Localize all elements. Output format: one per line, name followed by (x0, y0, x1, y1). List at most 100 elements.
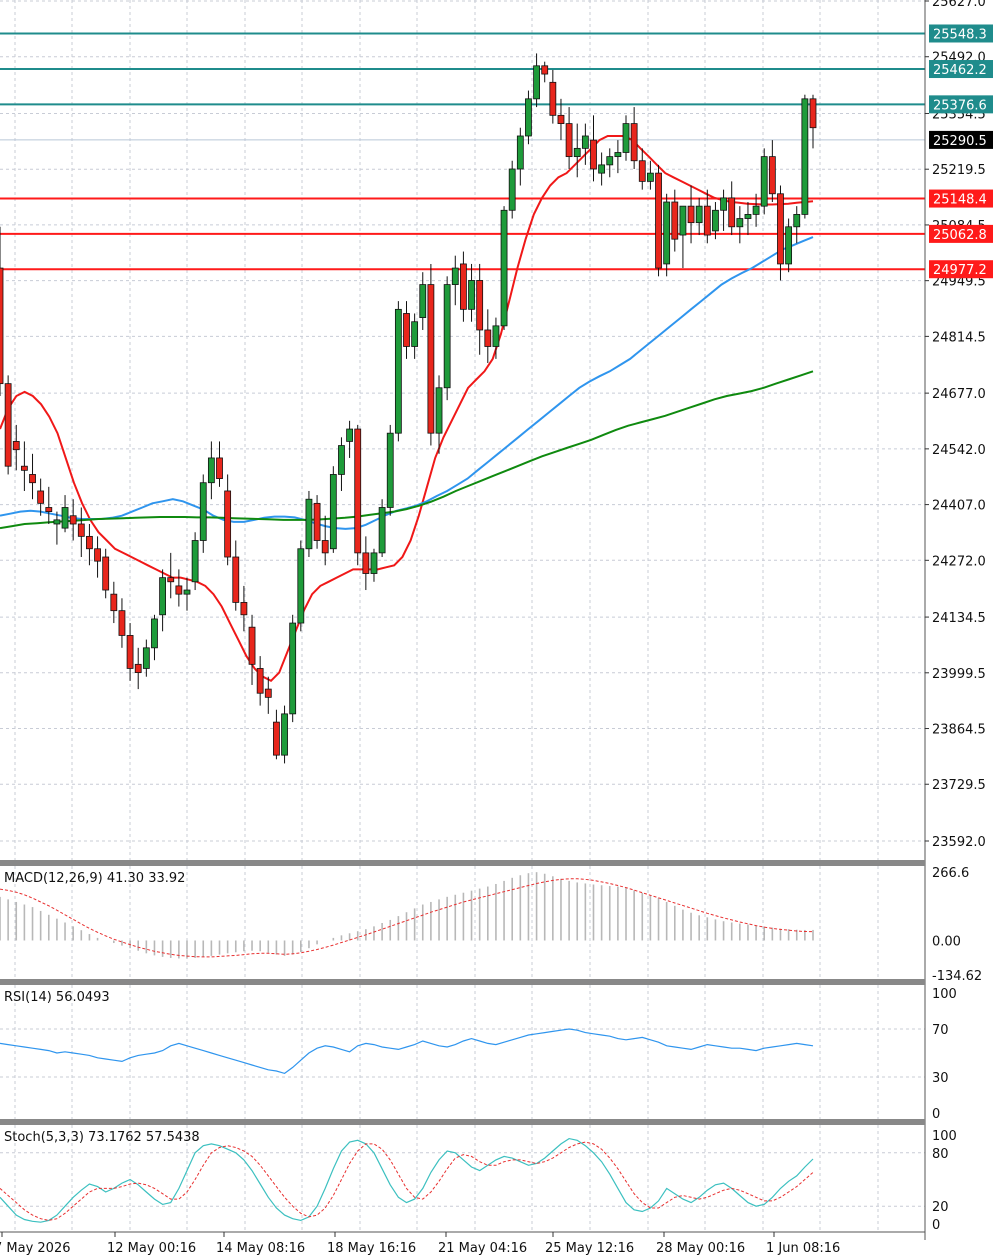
candle (29, 453, 36, 500)
candle (264, 676, 272, 714)
candle (4, 375, 12, 475)
price-axis: 25627.025492.025354.525219.525084.524949… (925, 0, 993, 1233)
candle-body-bear (590, 139, 597, 170)
candle (232, 540, 240, 611)
candle-body-bear (110, 593, 118, 612)
stoch-label: Stoch(5,3,3) 73.1762 57.5438 (4, 1130, 200, 1145)
candle (394, 301, 402, 442)
support-price-tag (929, 260, 993, 279)
macd-panel (0, 872, 814, 959)
candle (167, 552, 175, 599)
macd-signal-line (0, 878, 814, 958)
candle-body-bear (321, 540, 329, 554)
macd-tick-label: 266.6 (932, 866, 969, 881)
candle-body-bull (378, 507, 386, 554)
candle (590, 115, 597, 182)
time-tick-label: 25 May 12:16 (545, 1241, 634, 1256)
candle (760, 148, 768, 215)
candle (248, 614, 256, 685)
candle (199, 474, 207, 553)
macd-tick-label: 0.00 (932, 934, 961, 949)
rsi-tick-label: 30 (932, 1071, 949, 1086)
candle-body-bear (777, 193, 784, 265)
stoch-k-line (0, 1137, 814, 1223)
candle-body-bear (703, 205, 711, 236)
candle-body-bull (61, 507, 69, 529)
candle (638, 148, 646, 190)
candle (435, 375, 443, 454)
stoch-d-line (0, 1141, 814, 1221)
candle-body-bear (256, 668, 264, 694)
candle (118, 598, 126, 648)
candle-body-bull (142, 647, 150, 669)
candle (151, 614, 158, 661)
candle-body-bull (443, 284, 451, 389)
support-price-tag (929, 224, 993, 243)
candle (809, 94, 817, 149)
candle-body-bull (573, 147, 581, 158)
support-price-tag-text: 24977.2 (933, 263, 987, 278)
candle-body-bear (403, 313, 410, 347)
price-tick-label: 25627.0 (932, 0, 986, 10)
candle-body-bull (338, 445, 345, 475)
stochastic-panel (0, 1137, 925, 1223)
candle-body-bear (655, 172, 662, 269)
candle-body-bear (362, 552, 370, 574)
candle (69, 499, 77, 541)
price-tick-label: 24677.0 (932, 387, 986, 402)
candle-body-bull (785, 226, 793, 265)
candle-body-bull (346, 428, 353, 442)
candle-body-bull (736, 218, 744, 228)
candle-body-bull (663, 201, 671, 265)
candle-body-bull (468, 280, 475, 310)
candle-body-bull (151, 618, 158, 649)
candle (134, 647, 142, 690)
rsi-tick-label: 0 (932, 1107, 940, 1122)
candle-body-bear (102, 556, 110, 591)
time-tick-label: 18 May 16:16 (327, 1241, 416, 1256)
ma-red-line (0, 135, 814, 683)
candle-body-bear (224, 490, 232, 558)
candle (460, 251, 467, 322)
price-tick-label: 24272.0 (932, 554, 986, 569)
candle-body-bear (768, 156, 776, 195)
candle (12, 424, 20, 471)
candle (281, 705, 288, 764)
candle (663, 193, 671, 277)
candle (492, 317, 500, 359)
candle-body-bull (712, 209, 719, 232)
rsi-tick-label: 100 (932, 987, 957, 1002)
price-tick-label: 24134.5 (932, 611, 986, 626)
candle (354, 424, 362, 566)
candle-body-bull (394, 308, 402, 434)
time-tick-label: 21 May 04:16 (438, 1241, 527, 1256)
candle-body-bear (549, 81, 557, 116)
candle-body-bull (329, 474, 337, 550)
candle (427, 263, 435, 446)
candle-body-bear (37, 490, 45, 504)
stoch-tick-label: 100 (932, 1129, 957, 1144)
candle (37, 478, 45, 516)
time-tick-label: 1 Jun 08:16 (766, 1241, 840, 1256)
support-price-tag-text: 25148.4 (933, 193, 987, 208)
candle-body-bear (264, 688, 272, 698)
candle (533, 53, 540, 108)
price-tick-label: 23592.0 (932, 835, 986, 850)
price-tick-label: 23999.5 (932, 667, 986, 682)
candle (207, 441, 215, 500)
candle (687, 185, 695, 244)
candle (240, 585, 248, 632)
candle-body-bear (77, 523, 85, 537)
candle (386, 424, 394, 516)
candle (321, 515, 329, 566)
candle-body-bull (191, 540, 199, 583)
grid (0, 0, 925, 1232)
candle-body-bear (0, 267, 4, 385)
candle (606, 148, 614, 178)
candle-body-bear (687, 205, 695, 224)
candle (175, 569, 183, 607)
candle-body-bull (760, 156, 768, 207)
stoch-tick-label: 20 (932, 1200, 949, 1215)
